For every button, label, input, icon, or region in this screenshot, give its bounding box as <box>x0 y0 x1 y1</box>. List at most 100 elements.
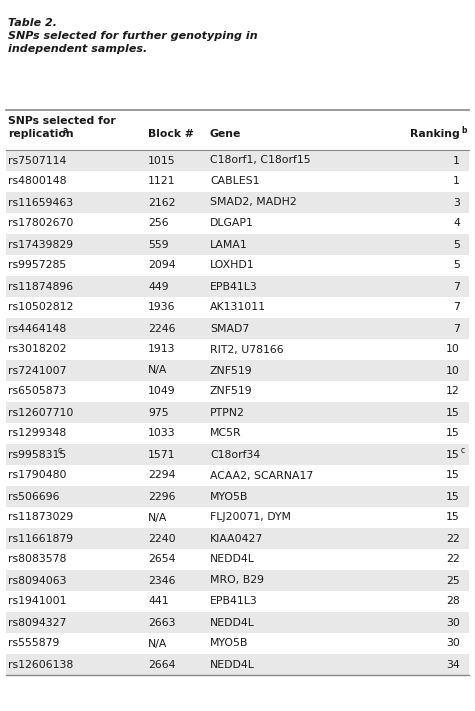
Text: 559: 559 <box>148 240 169 250</box>
Text: 15: 15 <box>446 429 460 439</box>
Bar <box>6 150 469 171</box>
Text: N/A: N/A <box>148 365 167 375</box>
Text: 15: 15 <box>446 449 460 459</box>
Bar <box>6 570 469 591</box>
Text: N/A: N/A <box>148 513 167 523</box>
Text: CABLES1: CABLES1 <box>210 176 259 186</box>
Text: 1015: 1015 <box>148 156 176 166</box>
Text: 22: 22 <box>446 533 460 543</box>
Text: 15: 15 <box>446 407 460 417</box>
Text: rs17439829: rs17439829 <box>8 240 73 250</box>
Text: Gene: Gene <box>210 129 241 139</box>
Text: 10: 10 <box>446 345 460 355</box>
Text: rs9958315: rs9958315 <box>8 449 66 459</box>
Text: 3: 3 <box>453 198 460 208</box>
Text: N/A: N/A <box>148 638 167 648</box>
Text: 15: 15 <box>446 471 460 481</box>
Text: rs11873029: rs11873029 <box>8 513 73 523</box>
Text: C18orf1, C18orf15: C18orf1, C18orf15 <box>210 156 311 166</box>
Bar <box>6 192 469 213</box>
Text: rs17802670: rs17802670 <box>8 218 73 228</box>
Text: 34: 34 <box>446 660 460 670</box>
Text: 2246: 2246 <box>148 324 175 333</box>
Bar <box>6 612 469 633</box>
Text: 2240: 2240 <box>148 533 176 543</box>
Text: LOXHD1: LOXHD1 <box>210 260 255 270</box>
Text: NEDD4L: NEDD4L <box>210 617 255 628</box>
Text: rs10502812: rs10502812 <box>8 302 73 313</box>
Text: rs1941001: rs1941001 <box>8 597 66 606</box>
Text: rs555879: rs555879 <box>8 638 59 648</box>
Text: EPB41L3: EPB41L3 <box>210 282 258 292</box>
Text: 22: 22 <box>446 555 460 565</box>
Text: rs8083578: rs8083578 <box>8 555 66 565</box>
Bar <box>6 318 469 339</box>
Bar <box>6 381 469 402</box>
Text: rs12607710: rs12607710 <box>8 407 73 417</box>
Text: rs11874896: rs11874896 <box>8 282 73 292</box>
Text: replication: replication <box>8 129 74 139</box>
Text: PTPN2: PTPN2 <box>210 407 245 417</box>
Text: 25: 25 <box>446 575 460 585</box>
Text: KIAA0427: KIAA0427 <box>210 533 263 543</box>
Bar <box>6 507 469 528</box>
Text: 1033: 1033 <box>148 429 176 439</box>
Text: rs506696: rs506696 <box>8 491 59 501</box>
Text: 5: 5 <box>453 240 460 250</box>
Text: FLJ20071, DYM: FLJ20071, DYM <box>210 513 291 523</box>
Bar <box>6 654 469 675</box>
Text: 2654: 2654 <box>148 555 175 565</box>
Text: SMAD7: SMAD7 <box>210 324 249 333</box>
Text: 2296: 2296 <box>148 491 175 501</box>
Text: NEDD4L: NEDD4L <box>210 555 255 565</box>
Text: rs6505873: rs6505873 <box>8 387 66 397</box>
Text: a: a <box>63 126 68 135</box>
Text: AK131011: AK131011 <box>210 302 266 313</box>
Text: 7: 7 <box>453 282 460 292</box>
Bar <box>6 276 469 297</box>
Text: DLGAP1: DLGAP1 <box>210 218 254 228</box>
Text: rs11659463: rs11659463 <box>8 198 73 208</box>
Bar <box>6 360 469 381</box>
Text: 10: 10 <box>446 365 460 375</box>
Text: 1936: 1936 <box>148 302 175 313</box>
Text: MYO5B: MYO5B <box>210 491 248 501</box>
Text: 2664: 2664 <box>148 660 175 670</box>
Text: rs11661879: rs11661879 <box>8 533 73 543</box>
Text: SMAD2, MADH2: SMAD2, MADH2 <box>210 198 297 208</box>
Bar <box>6 633 469 654</box>
Text: 441: 441 <box>148 597 169 606</box>
Bar <box>6 255 469 276</box>
Text: LAMA1: LAMA1 <box>210 240 248 250</box>
Text: C18orf34: C18orf34 <box>210 449 260 459</box>
Text: rs1299348: rs1299348 <box>8 429 66 439</box>
Text: 28: 28 <box>446 597 460 606</box>
Text: rs4800148: rs4800148 <box>8 176 66 186</box>
Bar <box>6 213 469 234</box>
Text: 2346: 2346 <box>148 575 175 585</box>
Text: rs4464148: rs4464148 <box>8 324 66 333</box>
Text: Block #: Block # <box>148 129 194 139</box>
Text: 256: 256 <box>148 218 169 228</box>
Bar <box>6 234 469 255</box>
Text: EPB41L3: EPB41L3 <box>210 597 258 606</box>
Text: 2663: 2663 <box>148 617 175 628</box>
Text: rs8094327: rs8094327 <box>8 617 66 628</box>
Bar <box>6 528 469 549</box>
Text: 30: 30 <box>446 638 460 648</box>
Text: b: b <box>461 126 466 135</box>
Text: 4: 4 <box>453 218 460 228</box>
Text: MRO, B29: MRO, B29 <box>210 575 264 585</box>
Text: 1: 1 <box>453 176 460 186</box>
Text: 975: 975 <box>148 407 169 417</box>
Text: 449: 449 <box>148 282 169 292</box>
Text: 12: 12 <box>446 387 460 397</box>
Text: 30: 30 <box>446 617 460 628</box>
Text: rs7507114: rs7507114 <box>8 156 66 166</box>
Bar <box>6 402 469 423</box>
Text: 2294: 2294 <box>148 471 175 481</box>
Text: NEDD4L: NEDD4L <box>210 660 255 670</box>
Text: 1571: 1571 <box>148 449 175 459</box>
Bar <box>6 171 469 192</box>
Text: Table 2.: Table 2. <box>8 18 57 28</box>
